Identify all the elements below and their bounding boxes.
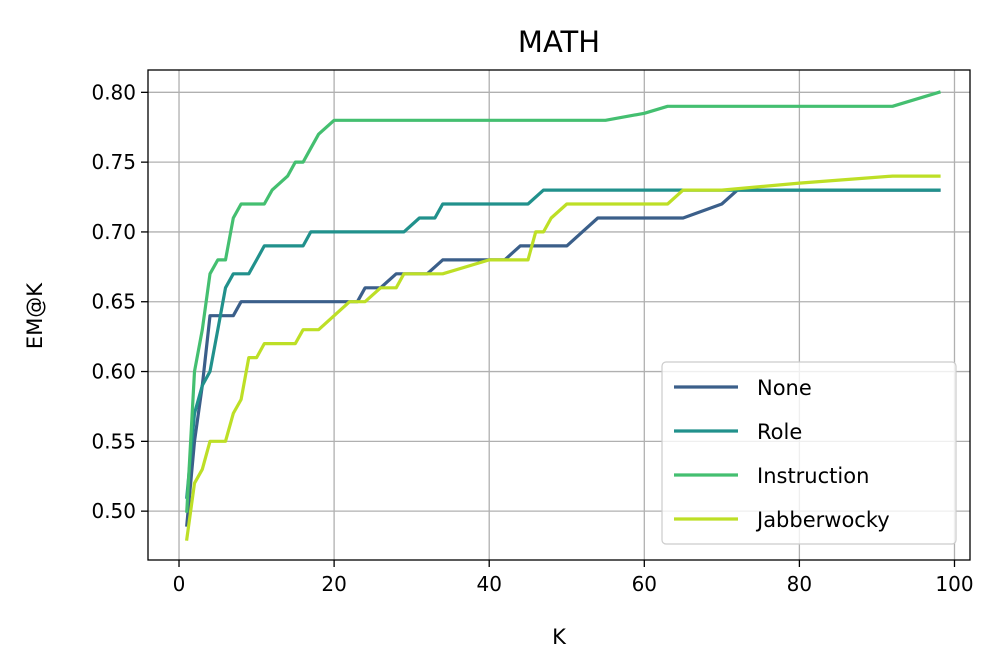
- x-tick-label: 20: [321, 572, 346, 596]
- chart-title: MATH: [518, 25, 600, 59]
- axis-ticks: 0 20 40 60 80 100 0.50 0.55 0.60 0.65 0.70 0.75 0.80: [91, 80, 973, 596]
- y-tick-label: 0.70: [91, 220, 136, 244]
- legend-item-jabberwocky: Jabberwocky: [674, 508, 890, 532]
- y-tick-label: 0.60: [91, 360, 136, 384]
- legend-label: Role: [757, 420, 802, 444]
- x-tick-label: 80: [787, 572, 812, 596]
- legend-item-role: Role: [674, 420, 802, 444]
- grid-lines: [148, 70, 970, 560]
- series-line-jabberwocky: [184, 174, 941, 541]
- x-tick-label: 0: [173, 572, 186, 596]
- legend-box: [661, 361, 957, 545]
- y-tick-label: 0.65: [91, 290, 136, 314]
- x-tick-label: 60: [632, 572, 657, 596]
- series-line-role: [185, 188, 941, 499]
- legend: None Role Instruction Jabberwocky: [661, 361, 957, 545]
- x-tick-label: 40: [476, 572, 501, 596]
- series-line-none: [185, 188, 941, 527]
- y-axis-label: EM@K: [23, 282, 47, 349]
- y-tick-label: 0.75: [91, 150, 136, 174]
- x-axis-label: K: [552, 625, 567, 649]
- x-tick-label: 100: [935, 572, 973, 596]
- series-lines: [184, 90, 941, 541]
- legend-item-none: None: [674, 376, 812, 400]
- legend-label: None: [757, 376, 812, 400]
- legend-label: Jabberwocky: [755, 508, 890, 532]
- legend-label: Instruction: [757, 464, 869, 488]
- legend-item-instruction: Instruction: [674, 464, 869, 488]
- y-tick-label: 0.55: [91, 429, 136, 453]
- y-tick-label: 0.80: [91, 80, 136, 104]
- series-line-instruction: [185, 90, 941, 513]
- y-tick-label: 0.50: [91, 499, 136, 523]
- plot-area-frame: [147, 69, 971, 561]
